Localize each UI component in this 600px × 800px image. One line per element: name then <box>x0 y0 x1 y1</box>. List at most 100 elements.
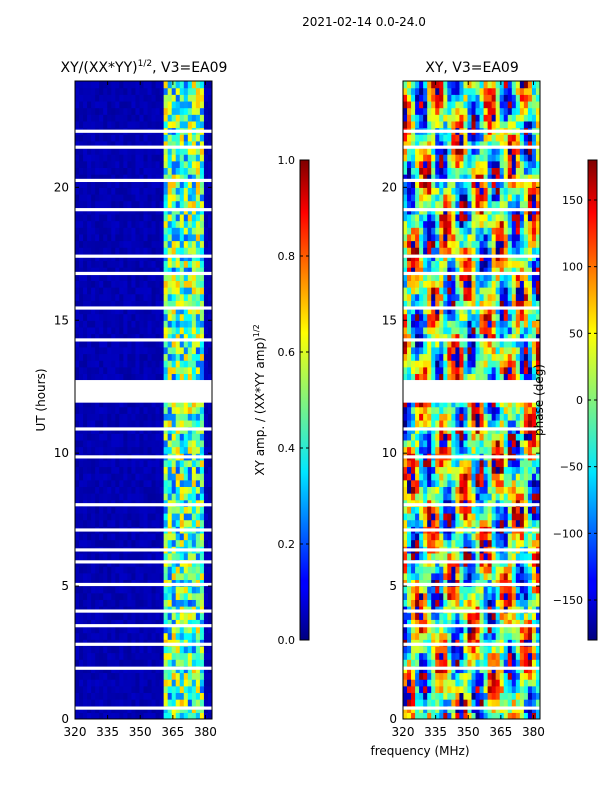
amplitude-cell <box>107 699 112 707</box>
amplitude-cell <box>199 572 205 581</box>
amplitude-cell <box>131 645 137 654</box>
phase-cell <box>467 586 473 594</box>
amplitude-cell <box>167 566 173 574</box>
amplitude-cell <box>111 512 116 521</box>
amplitude-cell <box>127 267 133 275</box>
amplitude-cell <box>75 227 80 235</box>
amplitude-cell <box>159 287 165 295</box>
amplitude-cell <box>111 479 116 487</box>
amplitude-cell <box>159 346 165 355</box>
amplitude-cell <box>155 473 161 481</box>
phase-cell <box>411 652 416 660</box>
phase-cell <box>519 552 525 561</box>
amplitude-cell <box>139 692 145 700</box>
phase-cell <box>451 532 456 541</box>
amplitude-cell <box>99 340 104 348</box>
amplitude-cell <box>139 81 145 89</box>
phase-cell <box>519 413 525 421</box>
phase-cell <box>527 373 533 381</box>
phase-cell <box>459 413 465 421</box>
amplitude-cell <box>119 114 124 122</box>
phase-cell <box>435 479 440 487</box>
phase-cell <box>531 572 537 581</box>
amplitude-cell <box>135 213 141 222</box>
phase-cell <box>475 493 481 501</box>
amplitude-cell <box>151 692 157 700</box>
flagged-row <box>75 145 212 149</box>
amplitude-cell <box>103 340 108 348</box>
amplitude-cell <box>103 293 108 301</box>
amplitude-cell <box>139 552 145 561</box>
amplitude-cell <box>87 313 92 321</box>
phase-cell <box>451 659 456 667</box>
amplitude-cell <box>187 433 193 441</box>
amplitude-cell <box>87 373 92 381</box>
amplitude-cell <box>135 419 141 428</box>
amplitude-cell <box>123 260 128 268</box>
amplitude-cell <box>155 267 161 275</box>
amplitude-cell <box>103 672 108 680</box>
amplitude-cell <box>147 187 153 195</box>
amplitude-cell <box>199 180 205 188</box>
amplitude-cell <box>87 599 92 607</box>
amplitude-cell <box>183 400 189 408</box>
amplitude-cell <box>171 400 177 408</box>
amplitude-cell <box>151 233 157 242</box>
phase-cell <box>519 572 525 581</box>
amplitude-xtick-label: 350 <box>129 725 152 739</box>
phase-cell <box>475 419 481 428</box>
amplitude-cell <box>127 512 133 521</box>
amplitude-cell <box>155 287 161 295</box>
amplitude-cell <box>135 566 141 574</box>
phase-cell <box>511 652 517 660</box>
amplitude-cell <box>83 692 88 700</box>
amplitude-cell <box>103 94 108 102</box>
phase-cell <box>527 699 533 707</box>
amplitude-cell <box>179 433 185 441</box>
phase-cell <box>475 552 481 561</box>
amplitude-cell <box>163 486 169 494</box>
phase-cell <box>467 466 473 474</box>
amplitude-cell <box>115 94 120 102</box>
amplitude-cell <box>195 433 201 441</box>
amplitude-cell <box>155 147 161 155</box>
amplitude-cell <box>119 459 124 468</box>
phase-cell <box>443 486 448 494</box>
phase-cell <box>443 625 448 634</box>
amplitude-cell <box>75 313 80 321</box>
phase-cell <box>423 486 428 494</box>
amplitude-cell <box>99 493 104 501</box>
amplitude-cell <box>191 599 197 607</box>
amplitude-cell <box>103 233 108 242</box>
amplitude-cell <box>147 193 153 202</box>
amplitude-cell <box>175 187 181 195</box>
amplitude-cell <box>183 619 189 627</box>
amplitude-cell <box>123 625 128 634</box>
phase-cell <box>487 539 493 547</box>
amplitude-cell <box>103 373 108 381</box>
amplitude-cell <box>147 247 153 255</box>
phase-cell <box>463 692 469 700</box>
amplitude-cell <box>79 679 84 687</box>
amplitude-cell <box>115 419 120 428</box>
amplitude-cell <box>127 486 133 494</box>
amplitude-cell <box>135 473 141 481</box>
phase-cell <box>507 659 513 667</box>
phase-cell <box>479 373 485 381</box>
phase-cell <box>507 413 513 421</box>
phase-cell <box>519 625 525 634</box>
phase-cell <box>455 459 461 468</box>
amplitude-cell <box>87 107 92 115</box>
amplitude-cell <box>203 360 209 368</box>
amplitude-cell <box>135 134 141 142</box>
amplitude-cell <box>87 280 92 288</box>
amplitude-cell <box>167 592 173 600</box>
amplitude-cell <box>131 147 137 155</box>
amplitude-cell <box>131 273 137 281</box>
phase-cell <box>467 685 473 694</box>
phase-cell <box>531 672 537 680</box>
phase-cell <box>515 479 521 487</box>
phase-cell <box>435 439 440 448</box>
amplitude-cell <box>159 107 165 115</box>
amplitude-cell <box>91 572 96 581</box>
